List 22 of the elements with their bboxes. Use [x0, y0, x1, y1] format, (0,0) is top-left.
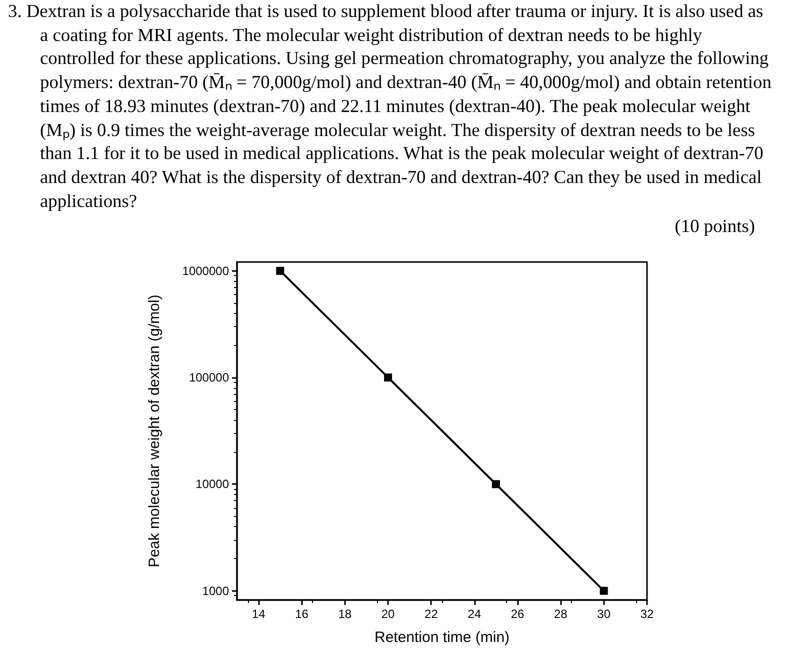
x-tick-label: 16 [295, 607, 309, 621]
x-tick-label: 24 [468, 607, 482, 621]
text: (10 points) [674, 215, 755, 238]
y-tick-label: 100000 [188, 370, 230, 384]
point [384, 373, 392, 382]
x-tick-label: 22 [424, 607, 438, 621]
point [276, 266, 284, 275]
point [600, 586, 608, 595]
y-axis-title: Peak molecular weight of dextran (g/mol) [146, 294, 163, 568]
y-tick-label: 10000 [196, 477, 230, 492]
text: 3. Dextran is a polysaccharide that is used to supplement blood after trauma or injury. It is also used as a coating for MRI agents. The molecular weight distribution of dextran needs to be highly controlled for these applications. Using gel permeation chromatography, you analyze the following polymers: dextran-70 (M̄ₙ = 70,000g/mol) and dextran-40 (M̄ₙ = 40,000g/mol) and obtain retention times of 18.93 minutes (dextran-70) and 22.11 minutes (dextran-40). The peak molecular weight (Mₚ) is 0.9 times the weight-average molecular weight. The dispersity of dextran needs to be less than 1.1 for it to be used in medical applications. What is the peak molecular weight of dextran-70 and dextran 40? What is the dispersity of dextran-70 and dextran-40? Can they be used in medical applications? [8, 1, 772, 211]
x-tick-label: 18 [338, 607, 352, 621]
y-tick-label: 1000000 [182, 264, 230, 278]
x-tick-label: 30 [597, 607, 611, 621]
x-axis-title: Retention time (min) [374, 629, 510, 646]
x-tick-label: 28 [554, 607, 568, 621]
x-tick-label: 32 [640, 607, 654, 621]
point [492, 480, 500, 488]
x-tick-label: 26 [510, 607, 525, 621]
x-tick-label: 20 [381, 607, 396, 621]
x-tick-label: 14 [252, 607, 266, 621]
y-tick-label: 1000 [202, 584, 230, 598]
